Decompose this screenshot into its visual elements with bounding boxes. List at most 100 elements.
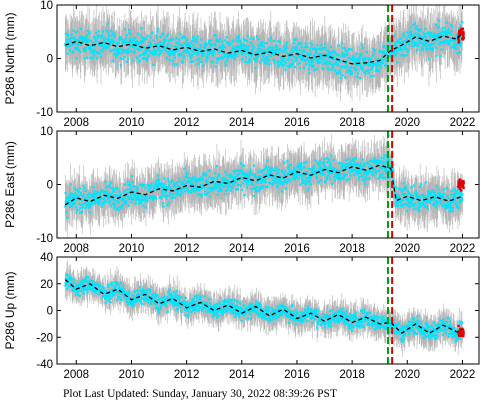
data-point (407, 43, 410, 47)
data-point (247, 176, 250, 180)
data-point (424, 27, 427, 31)
data-point (110, 38, 113, 41)
data-point (299, 57, 303, 60)
data-point (176, 184, 179, 187)
data-point (252, 164, 255, 167)
data-point (225, 58, 229, 62)
data-point (64, 191, 67, 195)
data-point (418, 34, 421, 38)
data-point (165, 186, 169, 189)
data-point (261, 181, 264, 184)
data-point (216, 175, 220, 178)
data-point (101, 190, 105, 194)
data-point (340, 60, 343, 63)
data-point (251, 48, 255, 51)
data-point (254, 175, 257, 178)
data-point (435, 33, 438, 36)
data-point (68, 203, 71, 206)
data-point (208, 49, 211, 52)
data-point (259, 181, 262, 184)
data-point (195, 48, 198, 51)
data-point (357, 64, 360, 67)
data-point (106, 36, 109, 40)
data-point (392, 54, 395, 58)
data-point (178, 54, 181, 57)
data-point (312, 58, 315, 61)
data-point (166, 177, 169, 180)
recent-point (461, 35, 465, 39)
data-point (131, 59, 134, 62)
data-point (82, 184, 85, 187)
data-point (247, 52, 250, 55)
data-point (139, 183, 142, 186)
data-point (167, 201, 170, 204)
data-point (106, 191, 109, 195)
data-point (84, 38, 88, 41)
data-point (192, 35, 195, 38)
data-point (157, 45, 161, 49)
data-point (365, 51, 369, 54)
data-point (360, 65, 364, 68)
data-point (385, 47, 389, 50)
data-point (258, 187, 262, 190)
data-point (404, 46, 407, 49)
data-point (342, 47, 345, 50)
data-point (175, 192, 178, 195)
data-point (130, 175, 133, 178)
data-point (202, 52, 205, 55)
data-point (65, 42, 69, 45)
data-point (126, 188, 130, 191)
data-point (149, 41, 152, 44)
data-point (290, 65, 293, 68)
data-point (126, 60, 129, 63)
data-point (162, 202, 165, 205)
data-point (145, 196, 149, 199)
data-point (361, 68, 364, 72)
data-point (76, 43, 80, 47)
data-point (185, 187, 189, 190)
data-point (438, 32, 442, 35)
data-point (315, 58, 318, 61)
data-point (172, 53, 176, 57)
data-point (208, 47, 211, 50)
data-point (124, 37, 128, 40)
data-point (128, 31, 131, 34)
data-point (146, 34, 149, 37)
data-point (302, 66, 306, 69)
data-point (291, 54, 295, 57)
data-point (292, 41, 295, 45)
data-point (343, 46, 347, 50)
data-point (320, 57, 324, 60)
data-point (78, 35, 82, 38)
data-point (149, 185, 152, 189)
data-point (321, 67, 325, 70)
data-point (159, 197, 162, 200)
data-point (431, 49, 434, 52)
data-point (185, 38, 189, 41)
data-point (410, 39, 414, 42)
recent-point (458, 30, 461, 34)
data-point (71, 42, 75, 45)
data-point (264, 178, 267, 181)
data-point (118, 37, 121, 40)
data-point (71, 202, 75, 205)
data-point (132, 190, 136, 193)
data-point (129, 40, 132, 43)
data-point (191, 50, 194, 53)
data-point (194, 180, 197, 183)
data-point (396, 61, 399, 64)
data-point (384, 52, 387, 55)
data-point (258, 54, 261, 57)
data-point (234, 47, 237, 50)
data-point (264, 61, 267, 64)
data-point (222, 176, 226, 179)
data-point (103, 190, 106, 194)
data-point (443, 42, 446, 45)
data-point (221, 48, 224, 51)
data-point (425, 46, 428, 49)
data-point (193, 188, 196, 191)
data-point (285, 42, 288, 45)
data-point (141, 41, 145, 44)
data-point (206, 56, 209, 59)
x-tick-label: 2014 (229, 117, 255, 129)
